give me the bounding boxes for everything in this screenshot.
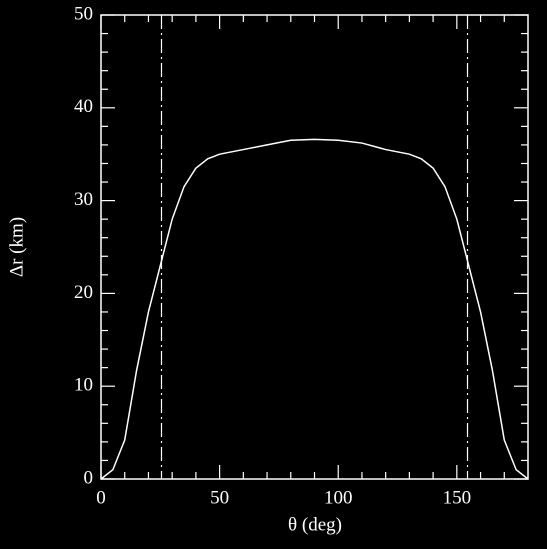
- y-tick-label: 10: [74, 375, 93, 396]
- y-axis-label: Δr (km): [6, 217, 27, 277]
- y-tick-label: 50: [74, 3, 93, 24]
- y-tick-label: 0: [84, 467, 94, 488]
- x-tick-label: 0: [96, 487, 106, 508]
- x-axis-label: θ (deg): [288, 514, 342, 535]
- data-line: [100, 138, 529, 480]
- y-tick-label: 20: [74, 282, 93, 303]
- y-tick-label: 40: [74, 96, 93, 117]
- x-tick-label: 150: [443, 487, 472, 508]
- x-tick-label: 50: [210, 487, 229, 508]
- x-tick-label: 100: [324, 487, 353, 508]
- y-tick-label: 30: [74, 189, 93, 210]
